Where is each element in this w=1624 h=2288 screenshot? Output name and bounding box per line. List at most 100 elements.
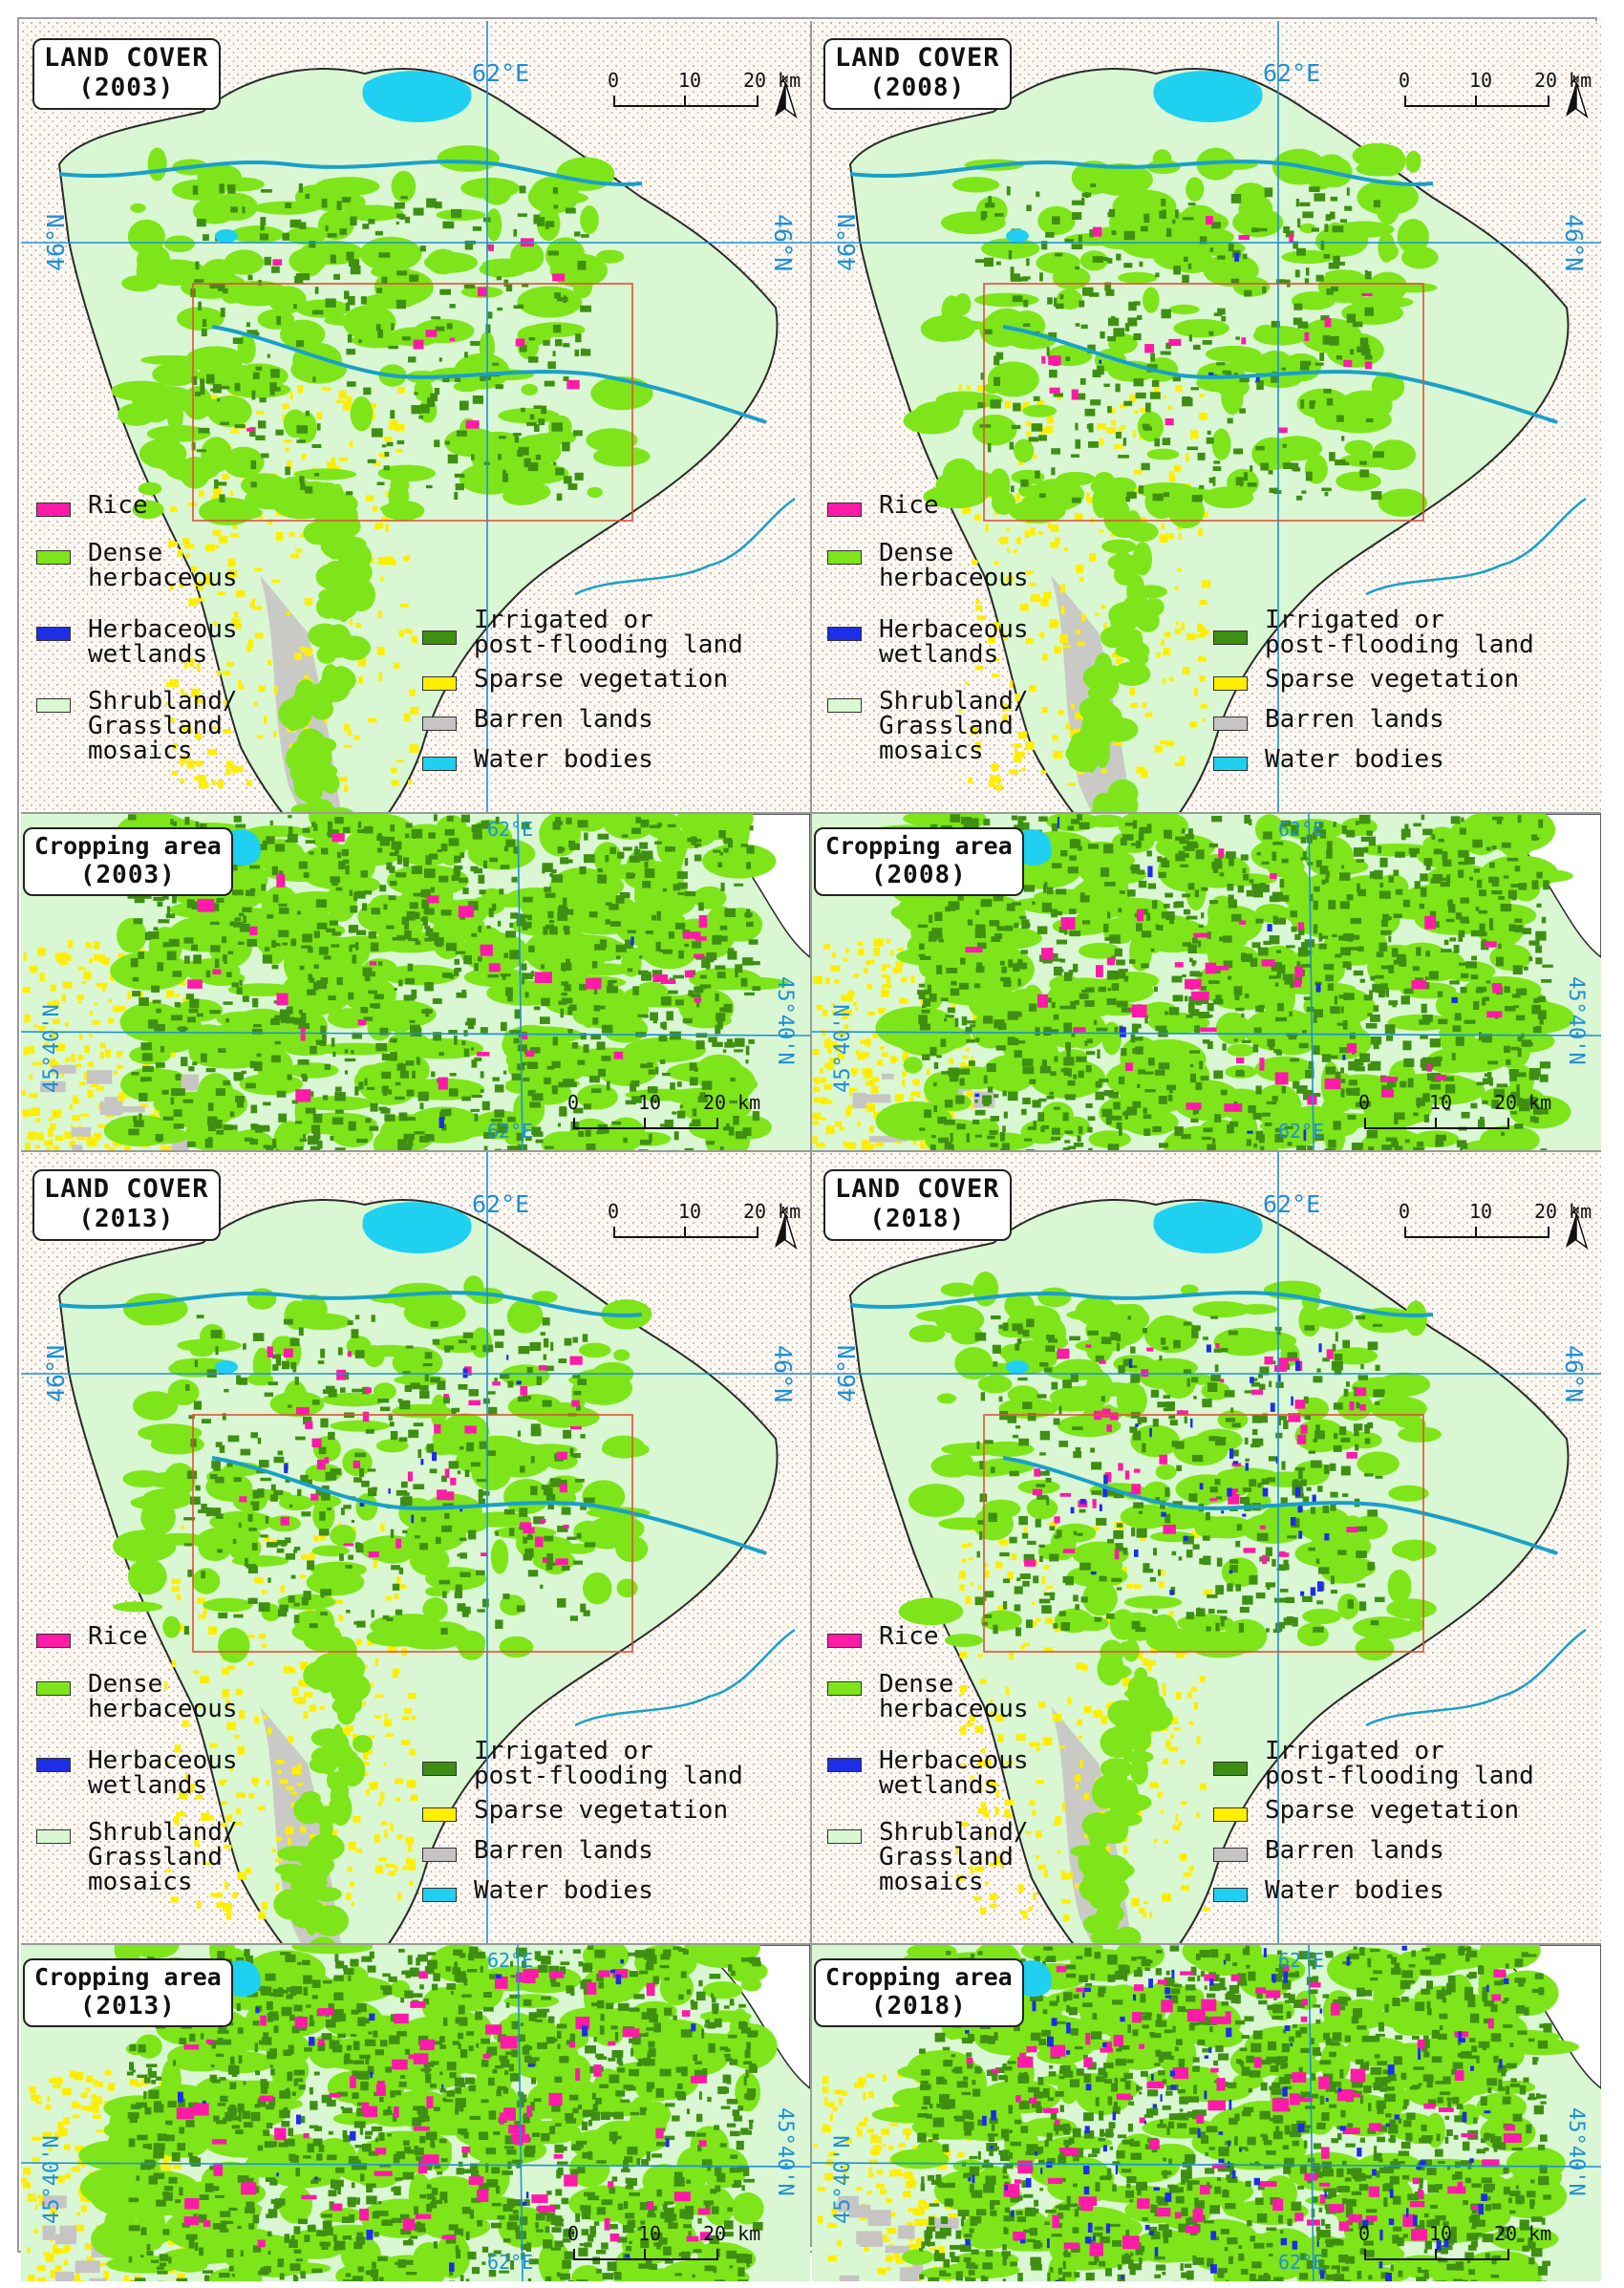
sparse-patch bbox=[337, 1523, 342, 1527]
irrigated-patch bbox=[1202, 1039, 1210, 1044]
irrigated-patch bbox=[561, 992, 567, 996]
land-cover-title-text: LAND COVER bbox=[44, 43, 209, 73]
irrigated-patch bbox=[1021, 919, 1030, 930]
irrigated-patch bbox=[280, 1015, 287, 1023]
irrigated-patch bbox=[376, 847, 383, 853]
irrigated-patch bbox=[1233, 373, 1238, 377]
irrigated-patch bbox=[980, 372, 985, 380]
sparse-patch bbox=[102, 957, 110, 965]
irrigated-patch bbox=[533, 424, 540, 432]
sparse-patch bbox=[360, 1761, 370, 1766]
rice-patch bbox=[1426, 1063, 1432, 1072]
sparse-patch bbox=[1174, 628, 1182, 634]
irrigated-patch bbox=[748, 1038, 755, 1044]
sparse-patch bbox=[359, 1701, 366, 1706]
irrigated-patch bbox=[294, 275, 304, 284]
sparse-patch bbox=[73, 1098, 79, 1104]
irrigated-patch bbox=[370, 1102, 378, 1112]
irrigated-patch bbox=[1378, 845, 1382, 854]
irrigated-patch bbox=[395, 1081, 401, 1086]
irrigated-patch bbox=[929, 930, 938, 941]
irrigated-patch bbox=[983, 1016, 994, 1024]
irrigated-patch bbox=[513, 846, 520, 854]
irrigated-patch bbox=[1107, 406, 1112, 414]
irrigated-patch bbox=[1296, 961, 1301, 969]
sparse-patch bbox=[94, 1141, 97, 1145]
irrigated-patch bbox=[1157, 925, 1164, 931]
sparse-patch bbox=[1136, 766, 1145, 774]
sparse-patch bbox=[300, 533, 306, 538]
legend-swatch bbox=[827, 550, 862, 565]
irrigated-patch bbox=[1233, 448, 1244, 455]
irrigated-patch bbox=[381, 444, 387, 448]
irrigated-patch bbox=[567, 483, 578, 490]
irrigated-patch bbox=[936, 965, 943, 974]
irrigated-patch bbox=[1000, 976, 1011, 982]
irrigated-patch bbox=[1420, 1035, 1428, 1039]
irrigated-patch bbox=[470, 1047, 475, 1051]
sparse-patch bbox=[1046, 416, 1054, 424]
irrigated-patch bbox=[1393, 913, 1402, 919]
sparse-patch bbox=[1119, 404, 1128, 409]
irrigated-patch bbox=[424, 1134, 435, 1142]
irrigated-patch bbox=[1154, 986, 1158, 993]
sparse-patch bbox=[287, 1736, 294, 1743]
irrigated-patch bbox=[1448, 904, 1456, 913]
irrigated-patch bbox=[419, 1135, 430, 1143]
sparse-patch bbox=[270, 1539, 281, 1543]
dense-herbaceous-patch bbox=[230, 225, 285, 244]
irrigated-patch bbox=[1416, 947, 1421, 956]
sparse-patch bbox=[389, 421, 398, 430]
sparse-patch bbox=[1164, 631, 1171, 638]
irrigated-patch bbox=[250, 887, 256, 892]
sparse-patch bbox=[239, 1710, 246, 1720]
irrigated-patch bbox=[1012, 295, 1023, 303]
wetland-patch bbox=[1255, 373, 1260, 382]
irrigated-patch bbox=[331, 1037, 335, 1047]
sparse-patch bbox=[225, 1911, 232, 1920]
irrigated-patch bbox=[630, 1082, 637, 1092]
irrigated-patch bbox=[446, 815, 454, 822]
irrigated-patch bbox=[464, 352, 468, 358]
irrigated-patch bbox=[417, 1091, 429, 1101]
irrigated-patch bbox=[1280, 820, 1292, 827]
sparse-patch bbox=[895, 1094, 900, 1102]
irrigated-patch bbox=[214, 958, 220, 969]
sparse-patch bbox=[1197, 626, 1206, 632]
irrigated-patch bbox=[1038, 435, 1047, 441]
irrigated-patch bbox=[1207, 1014, 1213, 1018]
sparse-patch bbox=[166, 682, 171, 687]
irrigated-patch bbox=[480, 1071, 484, 1079]
irrigated-patch bbox=[1229, 858, 1234, 866]
irrigated-patch bbox=[1498, 896, 1506, 900]
rice-patch bbox=[552, 273, 566, 282]
irrigated-patch bbox=[1144, 1089, 1156, 1093]
dense-herbaceous-patch bbox=[572, 273, 593, 299]
sparse-patch bbox=[297, 385, 304, 394]
irrigated-patch bbox=[1408, 847, 1420, 854]
irrigated-patch bbox=[744, 912, 753, 918]
irrigated-patch bbox=[249, 865, 260, 869]
irrigated-patch bbox=[1514, 866, 1521, 872]
irrigated-patch bbox=[518, 446, 529, 456]
irrigated-patch bbox=[1068, 970, 1074, 976]
irrigated-patch bbox=[1033, 1121, 1036, 1128]
irrigated-patch bbox=[131, 1072, 139, 1076]
irrigated-patch bbox=[540, 964, 545, 970]
irrigated-patch bbox=[256, 1053, 262, 1058]
irrigated-patch bbox=[597, 874, 608, 884]
irrigated-patch bbox=[676, 1081, 682, 1087]
irrigated-patch bbox=[1186, 841, 1198, 847]
sparse-patch bbox=[405, 1836, 415, 1844]
irrigated-patch bbox=[335, 1086, 342, 1092]
irrigated-patch bbox=[1438, 1018, 1448, 1025]
irrigated-patch bbox=[1257, 947, 1269, 956]
sparse-patch bbox=[77, 966, 86, 971]
irrigated-patch bbox=[1018, 276, 1028, 282]
irrigated-patch bbox=[223, 1080, 230, 1086]
irrigated-patch bbox=[627, 968, 633, 973]
irrigated-patch bbox=[956, 1123, 966, 1130]
irrigated-patch bbox=[379, 1027, 389, 1036]
sparse-patch bbox=[1177, 567, 1182, 572]
irrigated-patch bbox=[1049, 952, 1058, 958]
